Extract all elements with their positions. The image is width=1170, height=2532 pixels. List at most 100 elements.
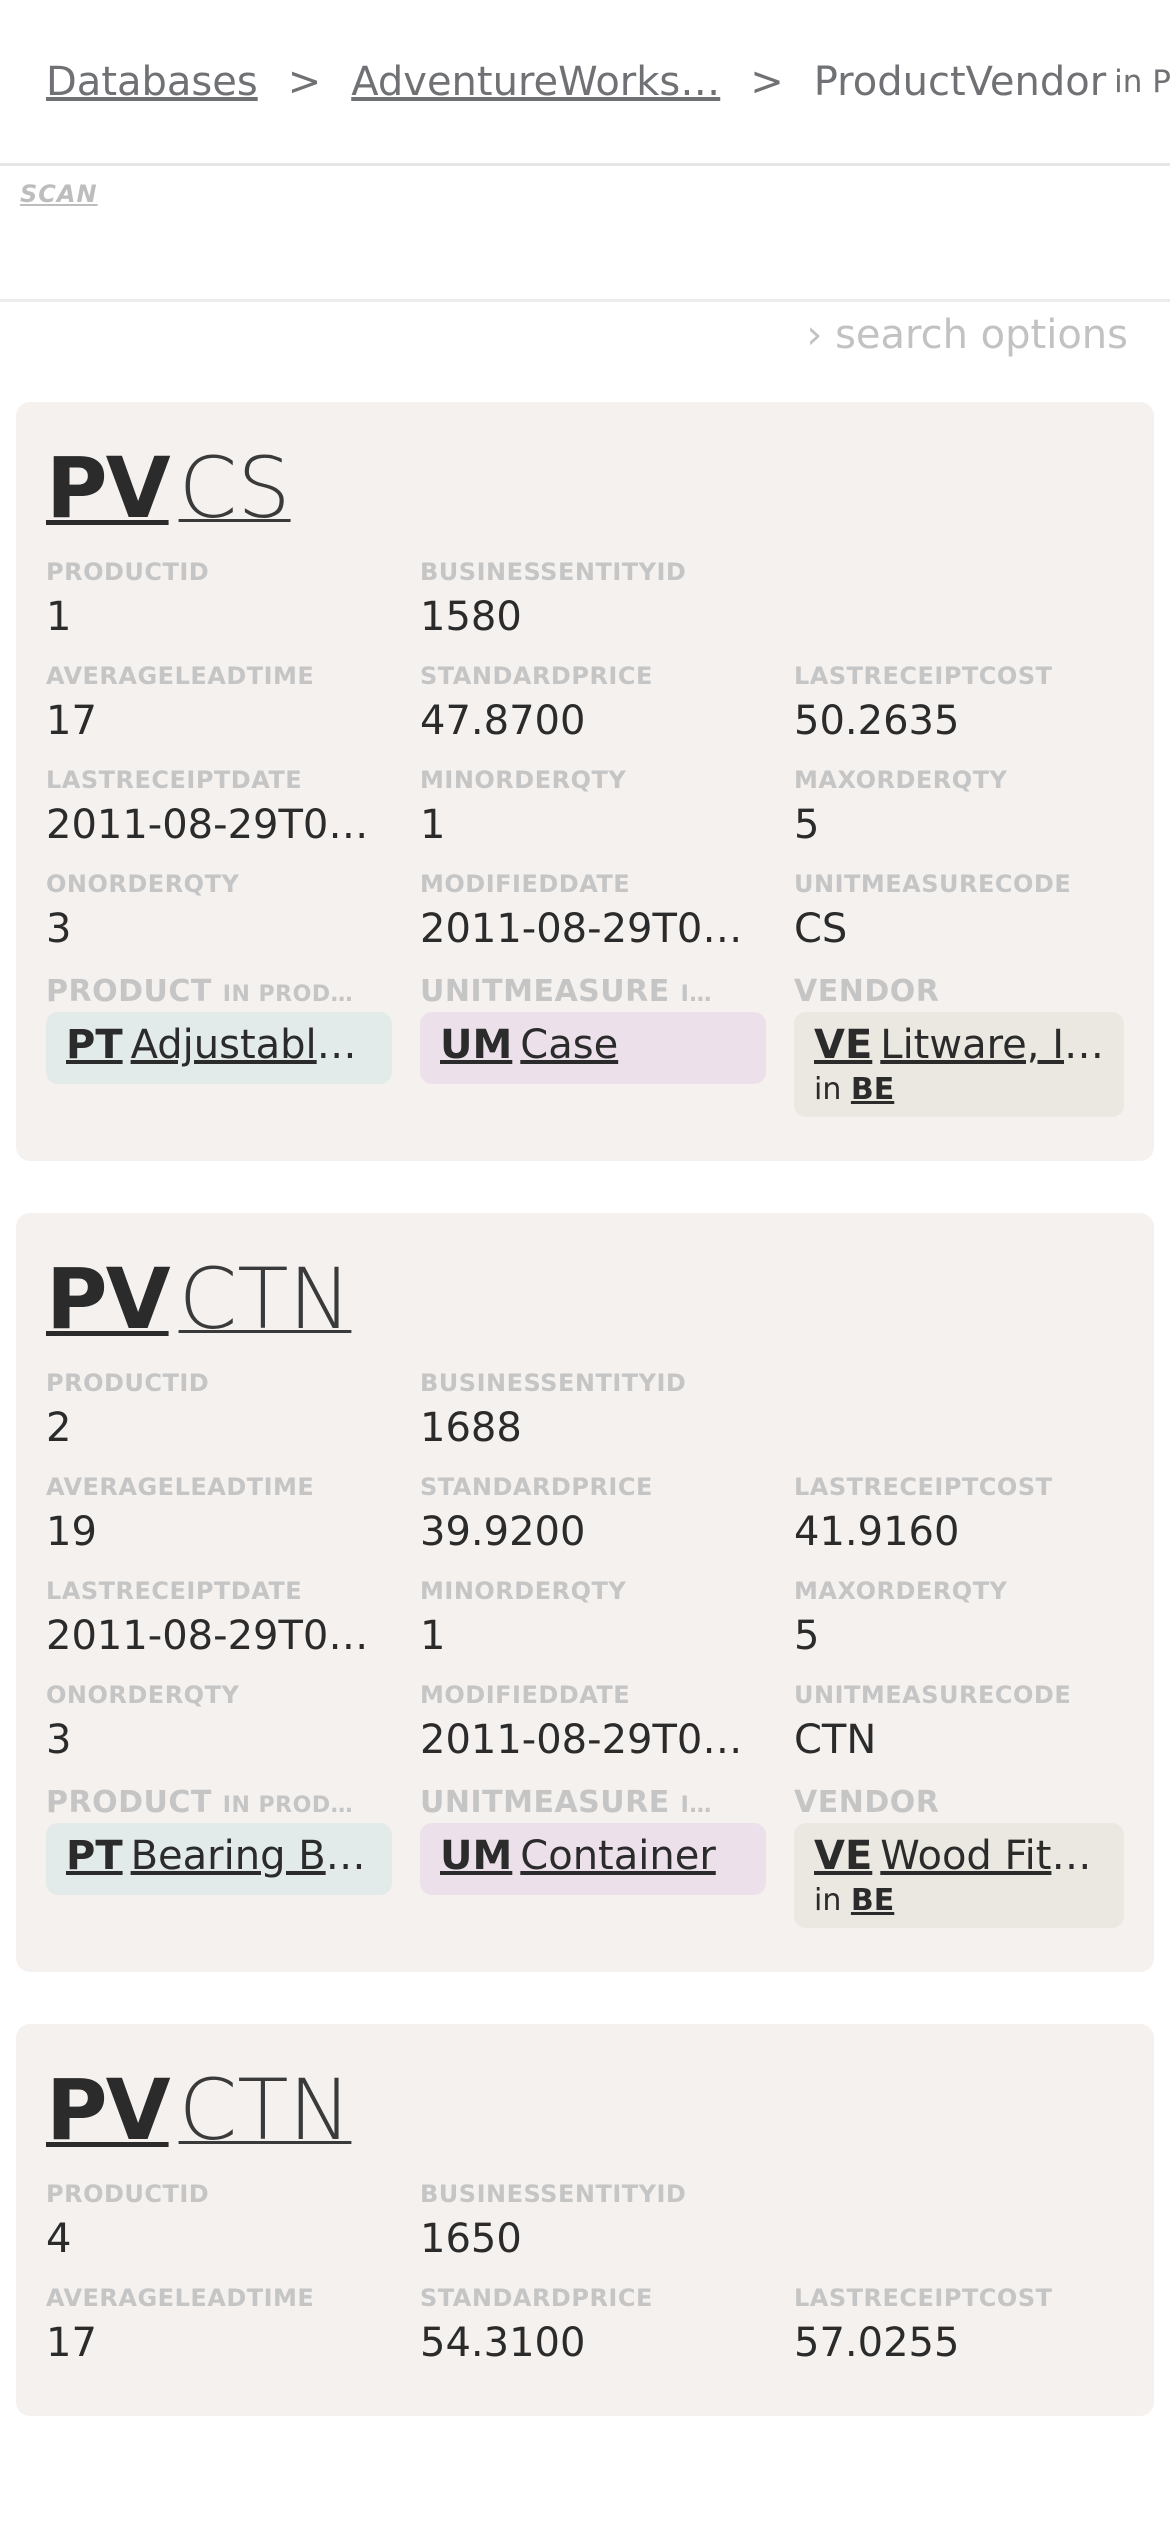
record-code[interactable]: CS — [178, 439, 291, 537]
field-label: LASTRECEIPTCOST — [794, 662, 1053, 690]
field-label: LASTRECEIPTDATE — [46, 766, 303, 794]
ref-label: PRODUCT IN PROD… — [46, 972, 392, 1012]
field-value: 2011-08-29T00:… — [420, 906, 766, 952]
unitmeasure-ref-chip[interactable]: UM Case — [420, 1012, 766, 1084]
field-label: ONORDERQTY — [46, 1681, 240, 1709]
record-abbr[interactable]: PV — [46, 1250, 171, 1348]
chip-abbr: UM — [440, 1833, 513, 1879]
field-label: AVERAGELEADTIME — [46, 662, 315, 690]
chip-text: Adjustable… — [130, 1022, 382, 1068]
field-label: ONORDERQTY — [46, 870, 240, 898]
ref-label: UNITMEASURE I… — [420, 972, 766, 1012]
field-label: AVERAGELEADTIME — [46, 2284, 315, 2312]
record-code[interactable]: CTN — [178, 1250, 352, 1348]
chip-schema[interactable]: BE — [850, 1883, 895, 1918]
record-title[interactable]: PV CTN — [46, 2068, 1124, 2152]
field-label: MAXORDERQTY — [794, 766, 1008, 794]
field-label: PRODUCTID — [46, 1369, 210, 1397]
field-label: MAXORDERQTY — [794, 1577, 1008, 1605]
scan-area: SCAN — [0, 166, 1170, 302]
vendor-ref-chip[interactable]: VE Wood Fitn… in BE — [794, 1823, 1124, 1928]
record-card: PV CS PRODUCTID 1 BUSINESSENTITYID 1580 AVE… — [16, 402, 1154, 1161]
ref-label-unitmeasure: UNITMEASURE — [420, 974, 670, 1009]
chip-text: Litware, Inc. — [880, 1022, 1124, 1068]
record-code[interactable]: CTN — [178, 2061, 352, 2159]
ref-label-in: I… — [680, 1793, 712, 1818]
chip-in: in — [814, 1072, 842, 1107]
ref-label-in: IN PROD… — [222, 1793, 354, 1818]
chip-schema[interactable]: BE — [850, 1072, 895, 1107]
field-label: MODIFIEDDATE — [420, 1681, 631, 1709]
chip-abbr: PT — [66, 1022, 123, 1068]
field-value: 17 — [46, 2320, 97, 2366]
ref-label-vendor: VENDOR — [794, 974, 940, 1009]
field-value: 1 — [420, 802, 446, 848]
field-label: BUSINESSENTITYID — [420, 558, 687, 586]
chip-abbr: UM — [440, 1022, 513, 1068]
record-card: PV CTN PRODUCTID 4 BUSINESSENTITYID 1650 AV… — [16, 2024, 1154, 2416]
vendor-ref-chip[interactable]: VE Litware, Inc. in BE — [794, 1012, 1124, 1117]
field-label: LASTRECEIPTCOST — [794, 1473, 1053, 1501]
chip-in: in — [814, 1883, 842, 1918]
field-label: UNITMEASURECODE — [794, 1681, 1072, 1709]
field-value: 50.2635 — [794, 698, 960, 744]
record-title[interactable]: PV CS — [46, 446, 1124, 530]
ref-label-vendor: VENDOR — [794, 1785, 940, 1820]
product-ref-chip[interactable]: PT Bearing Ball — [46, 1823, 392, 1895]
field-value: 2011-08-29T00:… — [420, 1717, 766, 1763]
chip-schema-line: in BE — [814, 1072, 1104, 1107]
breadcrumb-database-link[interactable]: AdventureWorks… — [351, 58, 721, 105]
field-value: CS — [794, 906, 848, 952]
field-label: STANDARDPRICE — [420, 662, 653, 690]
breadcrumb-schema-note: in Pur… — [1114, 63, 1170, 100]
breadcrumb: Databases > AdventureWorks… > ProductVen… — [0, 0, 1170, 166]
field-value: 41.9160 — [794, 1509, 960, 1555]
chip-schema-line: in BE — [814, 1883, 1104, 1918]
chip-text: Wood Fitn… — [880, 1833, 1117, 1879]
record-abbr[interactable]: PV — [46, 2061, 171, 2159]
field-value: 2011-08-29T00:… — [46, 1613, 392, 1659]
breadcrumb-separator: > — [287, 58, 322, 105]
field-label: LASTRECEIPTCOST — [794, 2284, 1053, 2312]
breadcrumb-databases-link[interactable]: Databases — [46, 58, 258, 105]
search-options-toggle[interactable]: › search options — [806, 312, 1128, 358]
record-list: PV CS PRODUCTID 1 BUSINESSENTITYID 1580 AVE… — [0, 402, 1170, 2416]
field-value: 19 — [46, 1509, 97, 1555]
chip-text: Bearing Ball — [130, 1833, 373, 1879]
chip-text: Case — [520, 1022, 619, 1068]
field-value: 1688 — [420, 1405, 522, 1451]
field-value: 3 — [46, 906, 72, 952]
record-title[interactable]: PV CTN — [46, 1257, 1124, 1341]
unitmeasure-ref-chip[interactable]: UM Container — [420, 1823, 766, 1895]
field-value: 17 — [46, 698, 97, 744]
field-value: 54.3100 — [420, 2320, 586, 2366]
ref-label: PRODUCT IN PROD… — [46, 1783, 392, 1823]
field-label: BUSINESSENTITYID — [420, 2180, 687, 2208]
field-label: MINORDERQTY — [420, 1577, 627, 1605]
field-label: PRODUCTID — [46, 558, 210, 586]
ref-label-in: I… — [680, 982, 712, 1007]
field-value: 4 — [46, 2216, 72, 2262]
record-abbr[interactable]: PV — [46, 439, 171, 537]
field-value: 47.8700 — [420, 698, 586, 744]
field-value: 1580 — [420, 594, 522, 640]
field-value: 2 — [46, 1405, 72, 1451]
field-value: 57.0255 — [794, 2320, 960, 2366]
field-value: 1 — [46, 594, 72, 640]
ref-label-product: PRODUCT — [46, 974, 212, 1009]
field-label: UNITMEASURECODE — [794, 870, 1072, 898]
field-value: 5 — [794, 1613, 820, 1659]
field-value: 3 — [46, 1717, 72, 1763]
field-label: AVERAGELEADTIME — [46, 1473, 315, 1501]
field-label: PRODUCTID — [46, 2180, 210, 2208]
field-value: 1 — [420, 1613, 446, 1659]
scan-link[interactable]: SCAN — [20, 180, 98, 208]
ref-label-product: PRODUCT — [46, 1785, 212, 1820]
ref-label-unitmeasure: UNITMEASURE — [420, 1785, 670, 1820]
breadcrumb-separator: > — [750, 58, 784, 105]
field-value: 2011-08-29T00:… — [46, 802, 392, 848]
product-ref-chip[interactable]: PT Adjustable… — [46, 1012, 392, 1084]
record-card: PV CTN PRODUCTID 2 BUSINESSENTITYID 1688 AV… — [16, 1213, 1154, 1972]
field-value: 39.9200 — [420, 1509, 586, 1555]
field-value: 5 — [794, 802, 820, 848]
